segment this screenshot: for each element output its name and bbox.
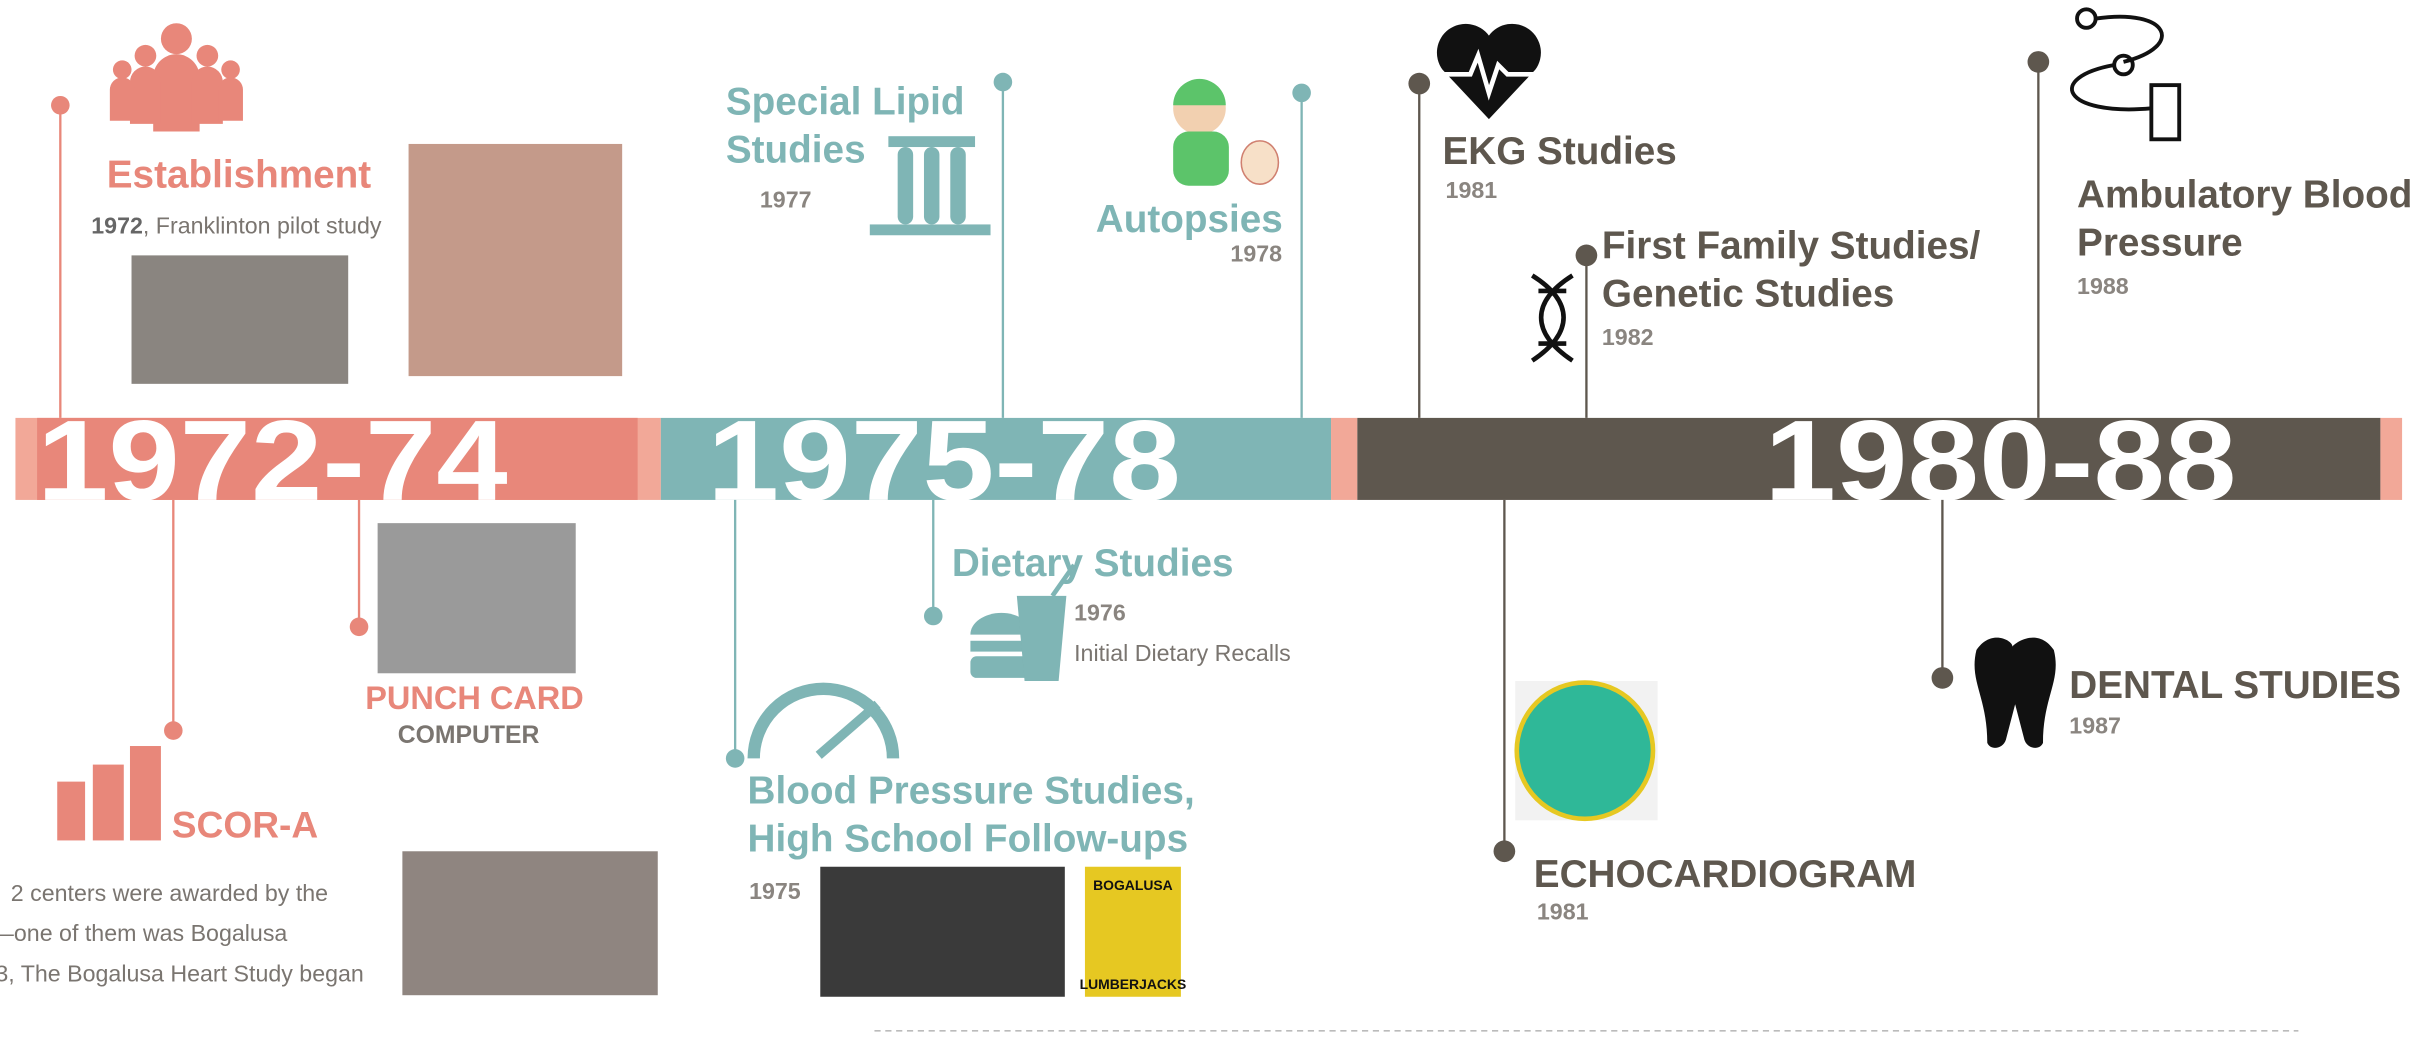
- event-year: 1988: [2077, 273, 2129, 299]
- event-detail-text: , Franklinton pilot study: [143, 213, 382, 239]
- event-title: Ambulatory Blood Pressure: [2077, 173, 2412, 264]
- event-year: 1972: [91, 213, 143, 239]
- logo-text: LUMBERJACKS: [1080, 976, 1187, 992]
- event-title: First Family Studies/Genetic Studies: [1602, 224, 1981, 315]
- text-line: First Family Studies/: [1602, 224, 1981, 267]
- timeline: 1972-74 1975-78 1980-88 Establishment 19…: [0, 0, 2433, 1037]
- bp-monitor-icon: [2072, 9, 2179, 139]
- event-title: PUNCH CARD: [365, 680, 583, 716]
- event-year: 1982: [1602, 324, 1654, 350]
- echo-icon: [1517, 683, 1653, 819]
- event-detail: 2 centers were awarded by the: [11, 880, 328, 906]
- text-line: High School Follow-ups: [748, 817, 1189, 860]
- event-year: 1978: [1230, 241, 1282, 267]
- test-tubes-icon: [870, 136, 991, 235]
- era-label: 1975-78: [707, 397, 1181, 525]
- event-year: 1976: [1074, 600, 1126, 626]
- text-line: Pressure: [2077, 221, 2243, 264]
- autopsy-icon: [1173, 79, 1278, 186]
- text-line: Genetic Studies: [1602, 272, 1894, 315]
- event-detail: Initial Dietary Recalls: [1074, 640, 1291, 666]
- event-detail: —one of them was Bogalusa: [0, 920, 287, 946]
- photo: [132, 255, 349, 383]
- era-label: 1972-74: [37, 397, 508, 525]
- photo: [378, 523, 576, 673]
- photo: [409, 144, 623, 376]
- text-line: Special Lipid: [726, 81, 965, 124]
- event-title: Dietary Studies: [952, 542, 1234, 585]
- event-year: 1981: [1446, 177, 1498, 203]
- event-subtitle: COMPUTER: [398, 722, 540, 749]
- event-detail: 1972, Franklinton pilot study: [91, 213, 382, 239]
- event-title: DENTAL STUDIES: [2069, 664, 2401, 707]
- event-year: 1975: [749, 878, 801, 904]
- dna-icon: [1532, 276, 1572, 361]
- photo: [402, 851, 657, 995]
- era-label: 1980-88: [1764, 397, 2236, 525]
- event-title: Autopsies: [1096, 198, 1283, 241]
- tooth-icon: [1975, 638, 2056, 748]
- event-title: Blood Pressure Studies, High School Follo…: [748, 769, 1195, 860]
- logo-text: BOGALUSA: [1093, 877, 1173, 893]
- people-icon: [110, 23, 243, 131]
- bars-icon: [57, 746, 161, 840]
- event-title: EKG Studies: [1442, 130, 1676, 173]
- photo: [820, 867, 1065, 997]
- event-detail: 3, The Bogalusa Heart Study began: [0, 960, 364, 986]
- text-line: Studies: [726, 129, 866, 172]
- gauge-icon: [754, 689, 893, 759]
- text-line: Ambulatory Blood: [2077, 173, 2412, 216]
- text-line: Blood Pressure Studies,: [748, 769, 1195, 812]
- event-year: 1977: [760, 186, 812, 212]
- event-year: 1987: [2069, 713, 2121, 739]
- event-title: Establishment: [107, 153, 372, 196]
- event-title: ECHOCARDIOGRAM: [1534, 853, 1917, 896]
- heart-icon: [1437, 24, 1541, 119]
- event-title: SCOR-A: [172, 803, 318, 845]
- page: {"eras":["1972-74","1975-78","1980-88"],…: [0, 0, 2433, 1037]
- event-year: 1981: [1537, 898, 1589, 924]
